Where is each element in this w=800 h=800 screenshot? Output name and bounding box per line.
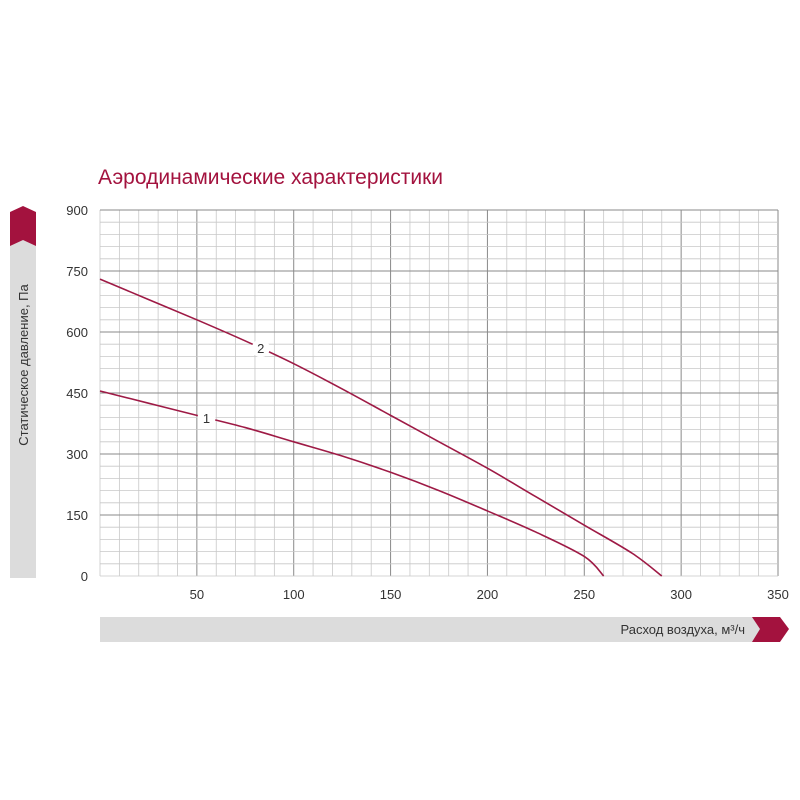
x-tick-label: 350 xyxy=(767,587,789,602)
series-label-1: 1 xyxy=(203,411,210,426)
x-tick-label: 50 xyxy=(190,587,204,602)
x-axis-band xyxy=(100,617,789,642)
y-tick-label: 0 xyxy=(81,569,88,584)
x-tick-label: 250 xyxy=(573,587,595,602)
y-tick-label: 750 xyxy=(66,264,88,279)
y-tick-label: 600 xyxy=(66,325,88,340)
chart-grid xyxy=(99,209,779,577)
x-tick-labels: 50 100 150 200 250 300 350 xyxy=(190,587,789,602)
y-tick-label: 300 xyxy=(66,447,88,462)
y-tick-label: 450 xyxy=(66,386,88,401)
y-axis-band xyxy=(10,206,36,578)
series-label-bg-2 xyxy=(251,339,270,358)
y-tick-labels: 0 150 300 450 600 750 900 xyxy=(66,203,88,584)
x-tick-label: 300 xyxy=(670,587,692,602)
x-tick-label: 100 xyxy=(283,587,305,602)
up-arrow-icon xyxy=(10,206,36,246)
y-tick-label: 150 xyxy=(66,508,88,523)
series-label-2: 2 xyxy=(257,341,264,356)
right-arrow-icon xyxy=(752,617,789,642)
series-line-2 xyxy=(99,278,663,577)
chart-title: Аэродинамические характеристики xyxy=(98,166,444,189)
series-line-1 xyxy=(99,390,605,577)
series-label-bg-1 xyxy=(197,408,216,427)
y-axis-label: Статическое давление, Па xyxy=(16,284,31,446)
x-tick-label: 200 xyxy=(477,587,499,602)
x-axis-label: Расход воздуха, м³/ч xyxy=(620,622,745,637)
y-tick-label: 900 xyxy=(66,203,88,218)
chart-series: 12 xyxy=(99,278,663,577)
x-tick-label: 150 xyxy=(380,587,402,602)
